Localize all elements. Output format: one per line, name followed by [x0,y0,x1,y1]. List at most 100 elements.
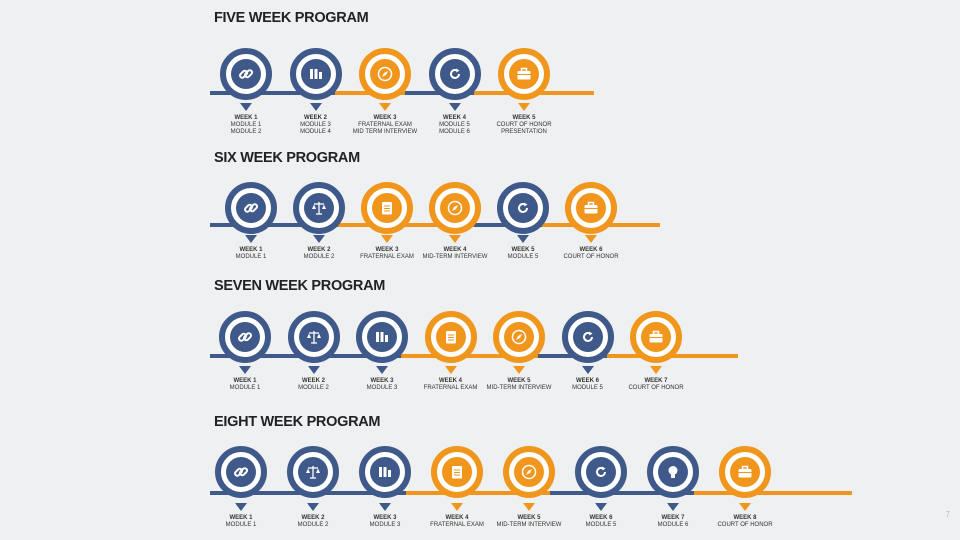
step-pointer [585,235,597,243]
step-node [220,48,272,100]
briefcase-icon [576,193,606,223]
step-label: WEEK 3 MODULE 3 [342,378,422,392]
step-week: WEEK 1 [234,115,258,121]
step-pointer [667,503,679,511]
step-label: WEEK 5 COURT OF HONOR PRESENTATION [484,115,564,136]
step-node [287,311,340,363]
notepad-icon [372,193,402,223]
step-label: WEEK 2 MODULE 2 [274,378,354,392]
step-week: WEEK 4 [445,515,469,521]
step-week: WEEK 5 [511,247,535,253]
step-pointer [376,366,388,374]
step-pointer [444,366,457,374]
step-detail: MODULE 1 [230,122,262,128]
step-week: WEEK 1 [239,247,263,253]
step-detail: MODULE 1 [225,522,257,528]
refresh-icon [586,457,616,487]
step-pointer [239,366,251,374]
step-detail: MID TERM INTERVIEW [352,129,418,135]
step-detail: MODULE 2 [297,522,329,528]
link-icon [226,457,256,487]
step-week: WEEK 6 [579,247,603,253]
step-week: WEEK 3 [375,247,399,253]
step-label: WEEK 6 MODULE 5 [548,378,628,392]
step-node [647,446,699,498]
step-node [225,182,277,234]
step-label: WEEK 5 MID-TERM INTERVIEW [479,378,559,392]
step-detail: MID-TERM INTERVIEW [486,385,552,391]
step-label: WEEK 1 MODULE 1 MODULE 2 [206,115,286,136]
step-detail: MODULE 2 [230,129,262,135]
step-pointer [381,235,393,243]
step-week: WEEK 2 [301,378,325,384]
step-node [719,446,771,498]
step-week: WEEK 8 [733,515,757,521]
step-node [359,446,411,498]
step-pointer [513,366,525,374]
step-pointer [379,103,391,111]
step-node [561,311,614,363]
step-node [293,182,345,234]
step-detail: MODULE 3 [300,122,331,128]
step-week: WEEK 4 [442,115,466,121]
compass-icon [504,322,534,352]
step-pointer [739,503,751,511]
step-label: WEEK 7 COURT OF HONOR [616,378,696,392]
step-label: WEEK 8 COURT OF HONOR [705,515,785,529]
program-title: SEVEN WEEK PROGRAM [214,278,386,294]
step-node [428,48,481,100]
step-week: WEEK 6 [589,515,613,521]
step-detail: MODULE 5 [585,522,617,528]
step-detail: FRATERNAL EXAM [430,522,484,528]
step-label: WEEK 4 FRATERNAL EXAM [417,515,497,529]
step-node [503,446,555,498]
step-week: WEEK 2 [307,247,331,253]
step-week: WEEK 3 [373,515,397,521]
step-week: WEEK 4 [438,378,462,384]
step-week: WEEK 5 [512,115,536,121]
step-pointer [650,366,662,374]
step-detail: MODULE 6 [439,129,470,135]
notepad-icon [442,457,472,487]
step-pointer [451,503,463,511]
step-node [630,311,682,363]
briefcase-icon [730,457,760,487]
step-detail: MODULE 4 [300,129,331,135]
books-icon [367,322,397,352]
link-icon [236,193,266,223]
books-icon [370,457,400,487]
briefcase-icon [509,59,539,89]
step-detail: MODULE 2 [298,385,329,391]
step-node [215,446,267,498]
step-node [289,48,342,100]
scale-icon [298,457,328,487]
lightbulb-icon [658,457,688,487]
step-label: WEEK 1 MODULE 1 [211,247,291,261]
refresh-icon [572,322,603,352]
timeline-bar-segment [694,491,852,495]
step-detail: MODULE 1 [235,254,267,260]
step-detail: MODULE 5 [439,122,470,128]
books-icon [300,59,331,89]
notepad-icon [435,322,466,352]
step-label: WEEK 3 MODULE 3 [345,515,425,529]
step-detail: FRATERNAL EXAM [358,122,412,128]
step-pointer [523,503,535,511]
step-label: WEEK 6 COURT OF HONOR [551,247,631,261]
step-node [431,446,483,498]
step-detail: MODULE 3 [366,385,398,391]
step-week: WEEK 2 [301,515,325,521]
program-title: EIGHT WEEK PROGRAM [214,414,381,430]
step-detail: FRATERNAL EXAM [423,385,478,391]
step-pointer [245,235,257,243]
step-pointer [309,103,322,111]
program-title: SIX WEEK PROGRAM [214,150,360,166]
step-node [497,182,549,234]
step-node [429,182,481,234]
refresh-icon [439,59,470,89]
step-node [498,48,550,100]
step-week: WEEK 7 [661,515,685,521]
step-detail: COURT OF HONOR [717,522,773,528]
step-week: WEEK 1 [233,378,257,384]
step-label: WEEK 6 MODULE 5 [561,515,641,529]
